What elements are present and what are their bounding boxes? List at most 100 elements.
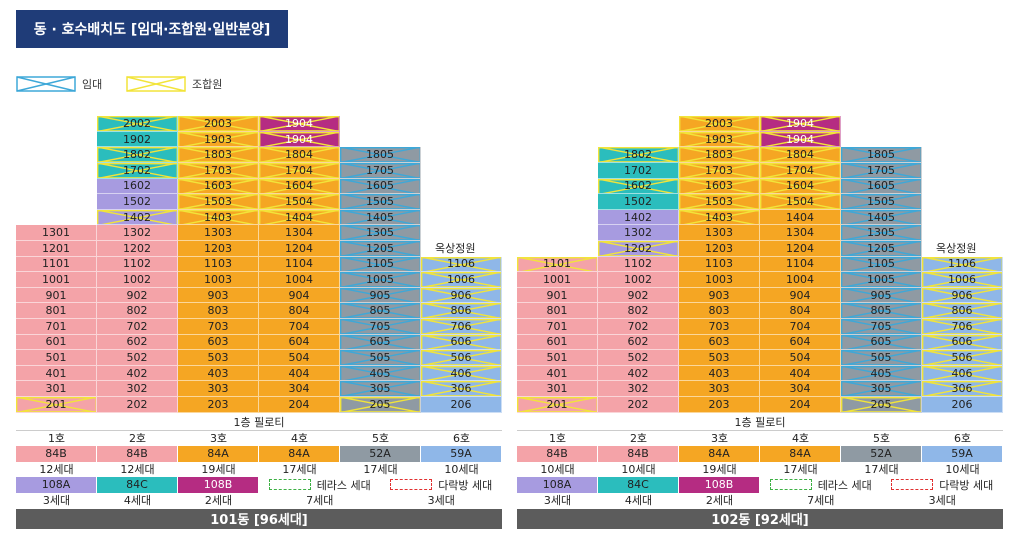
special-count: 2세대 [705, 494, 734, 508]
unit-number: 1005 [366, 272, 394, 286]
unit-cell: 701 [16, 319, 97, 335]
cross-hatch-icon [340, 381, 420, 397]
unit-number: 202 [126, 397, 148, 411]
unit-cell: 805 [841, 303, 922, 319]
cross-hatch-icon [841, 147, 921, 163]
unit-number: 403 [708, 366, 730, 380]
cross-hatch-icon [598, 241, 678, 256]
unit-number: 906 [951, 288, 973, 302]
unit-cell: 601 [16, 334, 97, 351]
cross-hatch-icon [259, 147, 339, 163]
unit-cell: 1202 [598, 241, 679, 257]
unit-number: 604 [789, 335, 811, 349]
unit-number: 504 [789, 350, 811, 364]
unit-cell: 202 [97, 397, 178, 413]
unit-number: 1804 [285, 148, 313, 162]
unit-cell: 1105 [340, 256, 421, 273]
unit-number: 1505 [867, 194, 895, 208]
unit-number: 406 [450, 366, 472, 380]
unit-cell: 1904 [760, 131, 841, 148]
unit-number: 1104 [285, 257, 313, 271]
unit-number: 902 [126, 288, 148, 302]
unit-cell: 204 [259, 397, 340, 413]
special-type: 108A [517, 476, 598, 493]
line-label: 6호 [452, 432, 471, 446]
cross-hatch-icon [841, 256, 921, 272]
cross-hatch-icon [421, 381, 501, 397]
cross-hatch-icon [760, 194, 840, 209]
unit-cell: 206 [421, 397, 502, 413]
line-type: 52A [841, 445, 922, 462]
unit-number: 1402 [624, 210, 652, 224]
line-count: 17세대 [363, 463, 398, 477]
unit-number: 1204 [786, 241, 814, 255]
unit-cell: 705 [841, 319, 922, 335]
unit-number: 1106 [447, 257, 475, 271]
unit-number: 1904 [285, 116, 313, 130]
unit-number: 1702 [123, 163, 151, 177]
unit-number: 805 [870, 304, 892, 318]
unit-cell: 1705 [841, 163, 922, 179]
unit-number: 1705 [366, 163, 394, 177]
unit-cell: 506 [421, 350, 502, 366]
unit-cell: 504 [259, 350, 340, 366]
cross-hatch-icon [340, 303, 420, 319]
unit-cell: 1904 [259, 116, 340, 132]
unit-cell: 802 [598, 303, 679, 319]
cross-hatch-icon [340, 272, 420, 287]
unit-number: 1804 [786, 148, 814, 162]
unit-number: 1405 [867, 210, 895, 224]
unit-cell: 1402 [97, 209, 178, 226]
unit-number: 301 [546, 382, 568, 396]
unit-number: 1802 [624, 148, 652, 162]
cross-hatch-icon [340, 194, 420, 209]
unit-number: 1303 [204, 226, 232, 240]
unit-cell: 1101 [517, 256, 598, 273]
unit-number: 301 [45, 382, 67, 396]
unit-number: 1503 [204, 194, 232, 208]
cross-hatch-icon [841, 397, 921, 412]
unit-cell: 501 [16, 350, 97, 366]
special-count: 4세대 [624, 494, 653, 508]
unit-cell: 1004 [259, 272, 340, 288]
unit-number: 203 [207, 397, 229, 411]
unit-cell: 403 [178, 365, 259, 382]
unit-cell: 1705 [340, 163, 421, 179]
unit-cell: 203 [178, 397, 259, 413]
unit-cell: 1204 [259, 241, 340, 257]
unit-number: 303 [708, 382, 730, 396]
unit-number: 1603 [204, 179, 232, 193]
unit-number: 1805 [366, 148, 394, 162]
unit-cell: 1503 [178, 194, 259, 210]
cross-hatch-icon [259, 178, 339, 194]
line-type: 84B [16, 445, 97, 462]
unit-cell: 303 [679, 381, 760, 397]
unit-cell: 305 [841, 381, 922, 397]
unit-cell: 205 [841, 397, 922, 413]
unit-number: 304 [789, 382, 811, 396]
line-count: 10세대 [444, 463, 479, 477]
cross-hatch-icon [760, 178, 840, 194]
unit-number: 1803 [204, 148, 232, 162]
unit-number: 806 [951, 304, 973, 318]
unit-number: 1303 [705, 226, 733, 240]
unit-cell: 804 [760, 303, 841, 319]
legend-member: 조합원 [126, 75, 222, 93]
unit-number: 1704 [786, 163, 814, 177]
unit-cell: 1704 [760, 163, 841, 179]
unit-cell: 803 [178, 303, 259, 319]
cross-hatch-icon [259, 116, 339, 131]
cross-hatch-icon [760, 163, 840, 178]
line-type: 59A [421, 445, 502, 462]
unit-cell: 901 [517, 287, 598, 304]
unit-cell: 1605 [340, 178, 421, 195]
unit-cell: 2002 [97, 116, 178, 132]
unit-number: 801 [546, 304, 568, 318]
unit-number: 1103 [705, 257, 733, 271]
unit-cell: 1004 [760, 272, 841, 288]
unit-cell: 504 [760, 350, 841, 366]
unit-cell: 704 [760, 319, 841, 335]
cross-hatch-icon [922, 287, 1002, 303]
cross-hatch-icon [178, 194, 258, 209]
unit-number: 801 [45, 304, 67, 318]
